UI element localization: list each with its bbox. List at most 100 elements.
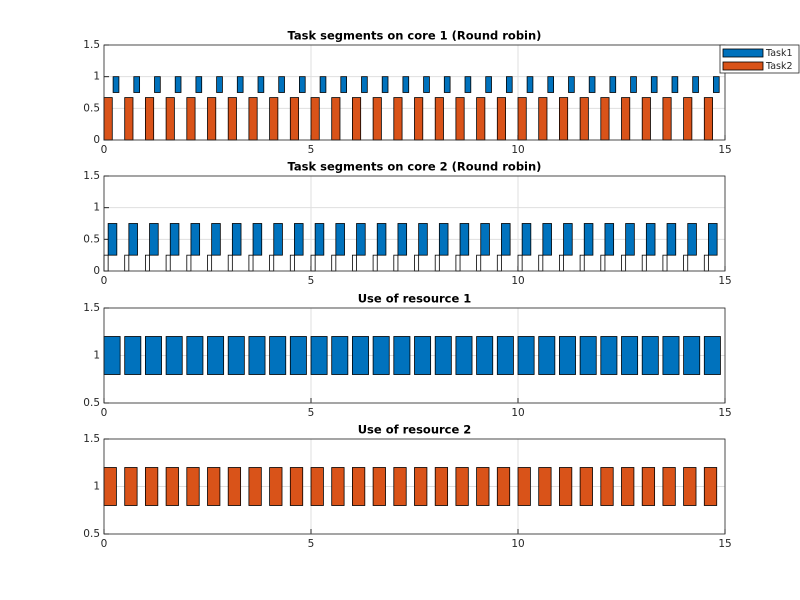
segment bbox=[248, 467, 262, 506]
segment bbox=[211, 223, 221, 256]
segment bbox=[310, 254, 316, 272]
subplot: 0 5 10 15 0 0.5 1 1.5 Task segments on core 2 (R… bbox=[83, 160, 731, 288]
segment bbox=[506, 76, 513, 93]
segment bbox=[124, 467, 138, 506]
x-tick-label: 5 bbox=[308, 407, 315, 419]
segment bbox=[269, 97, 279, 141]
segment bbox=[621, 97, 631, 141]
segment bbox=[496, 97, 506, 141]
segment bbox=[310, 467, 324, 506]
segment bbox=[248, 97, 258, 141]
segment bbox=[402, 76, 410, 93]
segment bbox=[165, 467, 179, 506]
segment bbox=[169, 223, 180, 256]
segment bbox=[485, 76, 492, 93]
y-tick-label: 1.5 bbox=[83, 433, 100, 445]
segment bbox=[666, 223, 677, 256]
y-tick-label: 1 bbox=[93, 481, 100, 493]
segment bbox=[381, 76, 389, 93]
segment bbox=[645, 223, 656, 256]
segment bbox=[227, 97, 237, 141]
segment bbox=[273, 223, 283, 256]
segment bbox=[331, 467, 345, 506]
segment bbox=[641, 336, 659, 375]
segment bbox=[496, 254, 502, 272]
segment bbox=[501, 223, 511, 256]
segment bbox=[650, 76, 658, 93]
x-tick-label: 0 bbox=[101, 407, 108, 419]
subplot-title: Task segments on core 1 (Round robin) bbox=[288, 29, 542, 43]
segment bbox=[414, 336, 432, 375]
y-tick-label: 1 bbox=[93, 202, 100, 214]
segment bbox=[496, 467, 511, 506]
x-tick-label: 0 bbox=[101, 275, 108, 287]
segment bbox=[165, 97, 175, 141]
segment bbox=[397, 223, 408, 256]
segment bbox=[625, 223, 635, 256]
segment bbox=[190, 223, 201, 256]
segment bbox=[604, 223, 615, 256]
x-tick-label: 15 bbox=[718, 275, 731, 287]
segment bbox=[299, 76, 306, 93]
segment bbox=[476, 467, 490, 506]
subplot-title: Use of resource 1 bbox=[358, 292, 472, 306]
segment bbox=[683, 467, 697, 506]
segment bbox=[641, 467, 656, 506]
segment bbox=[662, 336, 680, 375]
legend: Task1 Task2 bbox=[719, 44, 800, 74]
x-tick-label: 10 bbox=[511, 144, 524, 156]
x-tick-label: 10 bbox=[511, 275, 524, 287]
segment bbox=[207, 336, 225, 375]
segment bbox=[703, 467, 718, 506]
segment bbox=[128, 223, 138, 256]
segment bbox=[455, 467, 469, 506]
segment bbox=[107, 223, 118, 256]
segment bbox=[372, 336, 390, 375]
segment bbox=[588, 76, 596, 93]
segment bbox=[103, 336, 121, 375]
segment bbox=[289, 254, 295, 272]
segment bbox=[314, 223, 325, 256]
segment bbox=[335, 223, 345, 256]
segment bbox=[641, 254, 647, 272]
segment bbox=[476, 336, 494, 375]
y-tick-label: 1.5 bbox=[83, 170, 100, 182]
legend-swatch bbox=[722, 48, 764, 58]
segment bbox=[713, 76, 720, 93]
segment bbox=[393, 336, 411, 375]
x-tick-label: 15 bbox=[718, 538, 731, 550]
segment bbox=[331, 336, 349, 375]
segment bbox=[269, 467, 283, 506]
segment bbox=[434, 97, 444, 141]
segment bbox=[252, 223, 263, 256]
segment bbox=[372, 467, 386, 506]
subplot: 0 5 10 15 0.5 1 1.5 Use of resource 1 bbox=[83, 292, 731, 420]
y-tick-label: 1 bbox=[93, 71, 100, 83]
segment bbox=[257, 76, 265, 93]
segment bbox=[414, 97, 424, 141]
segment bbox=[154, 76, 161, 93]
segment bbox=[165, 336, 183, 375]
segment bbox=[418, 223, 428, 256]
x-tick-label: 15 bbox=[718, 144, 731, 156]
segment bbox=[124, 336, 142, 375]
segment bbox=[579, 467, 593, 506]
segment bbox=[621, 467, 635, 506]
segment bbox=[703, 336, 721, 375]
segment bbox=[517, 336, 535, 375]
segment bbox=[630, 76, 637, 93]
y-tick-label: 0.5 bbox=[83, 528, 100, 540]
segment bbox=[393, 97, 403, 141]
y-tick-label: 0.5 bbox=[83, 102, 100, 114]
segment bbox=[517, 467, 531, 506]
y-tick-label: 0.5 bbox=[83, 233, 100, 245]
segment bbox=[278, 76, 285, 93]
y-tick-label: 1.5 bbox=[83, 39, 100, 51]
segment bbox=[600, 254, 606, 272]
x-tick-label: 5 bbox=[308, 275, 315, 287]
segment bbox=[641, 97, 651, 141]
subplot: 0 5 10 15 0 0.5 1 1.5 Task segments on core 1 (R… bbox=[83, 29, 731, 157]
axes-box bbox=[103, 438, 726, 535]
segment bbox=[662, 467, 676, 506]
